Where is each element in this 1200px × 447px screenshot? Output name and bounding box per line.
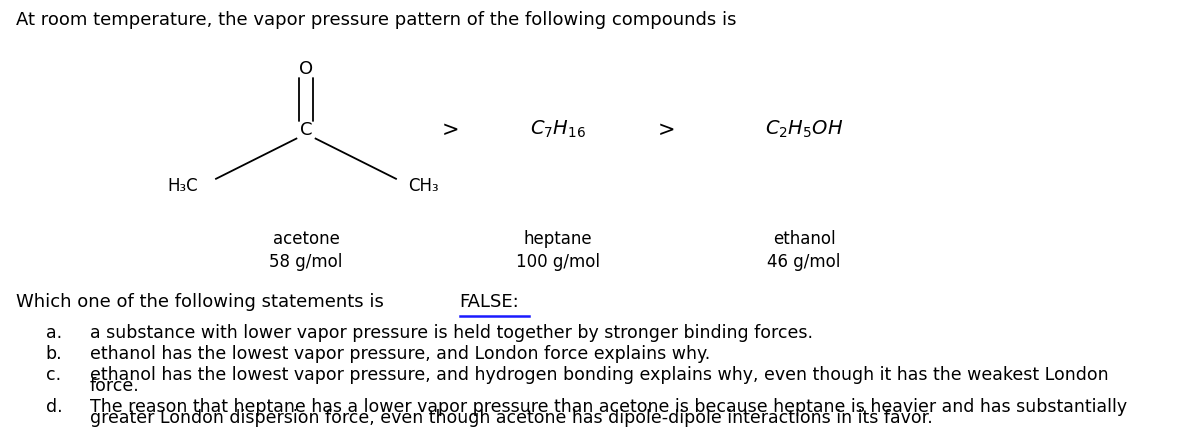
Text: ethanol has the lowest vapor pressure, and London force explains why.: ethanol has the lowest vapor pressure, a… xyxy=(90,345,710,363)
Text: acetone: acetone xyxy=(272,230,340,248)
Text: 100 g/mol: 100 g/mol xyxy=(516,253,600,270)
Text: H₃C: H₃C xyxy=(167,177,198,194)
Text: greater London dispersion force, even though acetone has dipole-dipole interacti: greater London dispersion force, even th… xyxy=(90,409,932,426)
Text: force.: force. xyxy=(90,377,139,395)
Text: ethanol: ethanol xyxy=(773,230,835,248)
Text: 46 g/mol: 46 g/mol xyxy=(767,253,841,270)
Text: d.: d. xyxy=(46,398,62,416)
Text: a substance with lower vapor pressure is held together by stronger binding force: a substance with lower vapor pressure is… xyxy=(90,324,814,342)
Text: C: C xyxy=(300,121,312,139)
Text: b.: b. xyxy=(46,345,62,363)
Text: c.: c. xyxy=(46,366,61,384)
Text: >: > xyxy=(442,120,458,139)
Text: FALSE:: FALSE: xyxy=(460,293,520,311)
Text: The reason that heptane has a lower vapor pressure than acetone is because hepta: The reason that heptane has a lower vapo… xyxy=(90,398,1127,416)
Text: >: > xyxy=(658,120,674,139)
Text: $C_2H_5OH$: $C_2H_5OH$ xyxy=(764,119,844,140)
Text: heptane: heptane xyxy=(523,230,593,248)
Text: Which one of the following statements is: Which one of the following statements is xyxy=(16,293,389,311)
Text: ethanol has the lowest vapor pressure, and hydrogen bonding explains why, even t: ethanol has the lowest vapor pressure, a… xyxy=(90,366,1109,384)
Text: a.: a. xyxy=(46,324,61,342)
Text: O: O xyxy=(299,60,313,78)
Text: CH₃: CH₃ xyxy=(408,177,439,194)
Text: 58 g/mol: 58 g/mol xyxy=(269,253,343,270)
Text: At room temperature, the vapor pressure pattern of the following compounds is: At room temperature, the vapor pressure … xyxy=(16,11,736,29)
Text: $C_7H_{16}$: $C_7H_{16}$ xyxy=(530,119,586,140)
